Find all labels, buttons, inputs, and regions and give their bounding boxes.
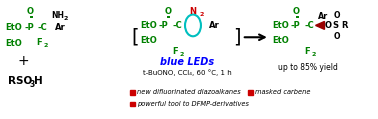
Text: RSO: RSO <box>8 76 32 86</box>
Text: new difluorinated diazoalkanes: new difluorinated diazoalkanes <box>137 89 241 95</box>
Bar <box>130 102 135 107</box>
Text: 2: 2 <box>43 43 48 48</box>
Text: H: H <box>34 76 42 86</box>
Text: +: + <box>18 54 29 68</box>
Text: -P: -P <box>158 21 168 30</box>
Text: powerful tool to DFMP-derivatives: powerful tool to DFMP-derivatives <box>137 101 249 107</box>
Text: ]: ] <box>233 28 240 47</box>
Text: EtO: EtO <box>6 23 22 32</box>
Text: 2: 2 <box>64 16 68 21</box>
Text: -P: -P <box>25 23 34 32</box>
Text: F: F <box>305 47 310 56</box>
Text: O: O <box>333 32 340 41</box>
Text: O: O <box>324 21 332 30</box>
Bar <box>248 90 253 95</box>
Text: O: O <box>333 11 340 20</box>
Text: masked carbene: masked carbene <box>255 89 310 95</box>
Text: 2: 2 <box>311 52 316 57</box>
Text: -P: -P <box>291 21 301 30</box>
Text: EtO: EtO <box>6 39 22 48</box>
Text: O: O <box>27 7 34 16</box>
Text: Ar: Ar <box>209 21 220 30</box>
Text: 2: 2 <box>179 52 183 57</box>
Text: N: N <box>189 7 197 16</box>
Text: up to 85% yield: up to 85% yield <box>277 63 338 72</box>
Text: F: F <box>37 38 42 47</box>
Text: -C: -C <box>172 21 182 30</box>
Text: Ar: Ar <box>54 23 65 32</box>
Text: EtO: EtO <box>273 21 290 30</box>
Text: Ar: Ar <box>318 12 328 21</box>
Text: 3: 3 <box>29 80 35 89</box>
Text: -C: -C <box>305 21 314 30</box>
Text: t-BuONO, CCl₄, 60 °C, 1 h: t-BuONO, CCl₄, 60 °C, 1 h <box>143 69 231 76</box>
Text: [: [ <box>132 28 139 47</box>
Text: F: F <box>172 47 178 56</box>
Text: S: S <box>333 21 338 30</box>
Text: NH: NH <box>51 11 65 20</box>
Text: EtO: EtO <box>273 36 290 45</box>
Text: EtO: EtO <box>140 21 157 30</box>
Text: O: O <box>293 7 300 16</box>
Text: EtO: EtO <box>140 36 157 45</box>
Polygon shape <box>316 21 324 29</box>
Text: O: O <box>164 7 172 16</box>
Text: R: R <box>341 21 348 30</box>
Text: blue LEDs: blue LEDs <box>160 57 214 67</box>
Bar <box>130 90 135 95</box>
Text: 2: 2 <box>200 12 204 17</box>
Text: -C: -C <box>37 23 47 32</box>
